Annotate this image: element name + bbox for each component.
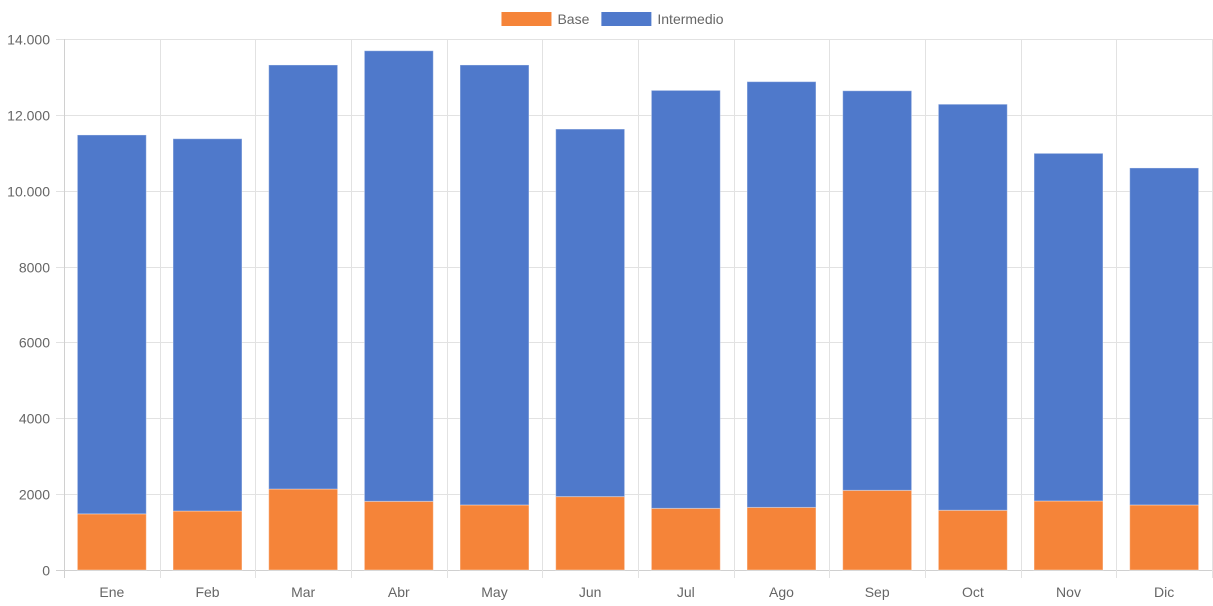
legend-item-intermedio[interactable]: Intermedio xyxy=(601,11,724,27)
x-tick-label: Oct xyxy=(962,584,984,600)
legend-label: Intermedio xyxy=(657,11,723,27)
bar-base-sep[interactable] xyxy=(842,489,913,571)
x-tick-label: Sep xyxy=(865,584,890,600)
bar-base-ago[interactable] xyxy=(746,506,817,571)
bar-intermedio-oct[interactable] xyxy=(937,103,1008,511)
bar-intermedio-nov[interactable] xyxy=(1033,152,1104,502)
x-tick-label: Jul xyxy=(677,584,695,600)
legend: Base Intermedio xyxy=(501,11,724,27)
y-tick-label: 12.000 xyxy=(7,108,50,124)
grid-layer xyxy=(56,39,1213,578)
x-tick-label: Abr xyxy=(388,584,410,600)
bar-base-jun[interactable] xyxy=(555,496,626,571)
x-tick-label: Jun xyxy=(579,584,602,600)
bar-base-ene[interactable] xyxy=(76,513,147,571)
y-tick-label: 10.000 xyxy=(7,184,50,200)
legend-swatch xyxy=(501,12,552,26)
bar-base-jul[interactable] xyxy=(650,507,721,571)
legend-swatch xyxy=(601,12,652,26)
x-tick-label: Ago xyxy=(769,584,794,600)
bar-intermedio-sep[interactable] xyxy=(842,90,913,491)
bar-intermedio-jun[interactable] xyxy=(555,128,626,498)
legend-item-base[interactable]: Base xyxy=(501,11,590,27)
bar-intermedio-mar[interactable] xyxy=(268,64,339,490)
x-tick-label: Nov xyxy=(1056,584,1081,600)
bar-base-feb[interactable] xyxy=(172,510,243,571)
y-tick-label: 6000 xyxy=(19,335,50,351)
y-tick-label: 0 xyxy=(42,563,50,579)
y-tick-label: 2000 xyxy=(19,487,50,503)
x-tick-label: Mar xyxy=(291,584,315,600)
x-tick-label: Feb xyxy=(195,584,219,600)
y-tick-label: 4000 xyxy=(19,411,50,427)
bar-base-may[interactable] xyxy=(459,504,530,571)
bar-base-dic[interactable] xyxy=(1129,504,1200,571)
x-tick-label: Dic xyxy=(1154,584,1174,600)
bar-intermedio-dic[interactable] xyxy=(1129,167,1200,506)
bar-intermedio-ago[interactable] xyxy=(746,81,817,508)
bar-base-nov[interactable] xyxy=(1033,500,1104,571)
bar-base-oct[interactable] xyxy=(937,509,1008,571)
y-tick-label: 14.000 xyxy=(7,32,50,48)
axis-layer: 0 2000 4000 6000 8000 10.000 12.000 14.000 Ene Fe… xyxy=(7,32,1174,601)
bar-intermedio-abr[interactable] xyxy=(363,50,434,502)
bars-layer xyxy=(76,50,1200,571)
x-tick-label: May xyxy=(481,584,507,600)
bar-intermedio-ene[interactable] xyxy=(76,134,147,515)
legend-label: Base xyxy=(557,11,589,27)
bar-base-abr[interactable] xyxy=(363,500,434,571)
y-tick-label: 8000 xyxy=(19,260,50,276)
x-tick-label: Ene xyxy=(99,584,124,600)
bar-intermedio-may[interactable] xyxy=(459,64,530,506)
bar-base-mar[interactable] xyxy=(268,488,339,571)
bar-intermedio-jul[interactable] xyxy=(650,89,721,509)
bar-intermedio-feb[interactable] xyxy=(172,138,243,512)
